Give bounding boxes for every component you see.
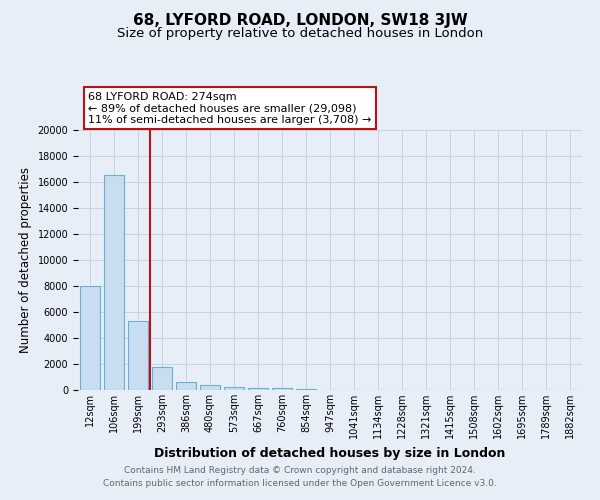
- Text: 68, LYFORD ROAD, LONDON, SW18 3JW: 68, LYFORD ROAD, LONDON, SW18 3JW: [133, 12, 467, 28]
- Bar: [128, 321, 148, 390]
- Bar: [272, 388, 292, 390]
- Text: Size of property relative to detached houses in London: Size of property relative to detached ho…: [117, 28, 483, 40]
- Text: 68 LYFORD ROAD: 274sqm
← 89% of detached houses are smaller (29,098)
11% of semi: 68 LYFORD ROAD: 274sqm ← 89% of detached…: [88, 92, 371, 125]
- Bar: [224, 387, 244, 390]
- Bar: [104, 176, 124, 390]
- Bar: [176, 382, 196, 390]
- Bar: [248, 388, 268, 390]
- Bar: [200, 385, 220, 390]
- Y-axis label: Number of detached properties: Number of detached properties: [19, 167, 32, 353]
- Text: Contains HM Land Registry data © Crown copyright and database right 2024.
Contai: Contains HM Land Registry data © Crown c…: [103, 466, 497, 487]
- X-axis label: Distribution of detached houses by size in London: Distribution of detached houses by size …: [154, 446, 506, 460]
- Bar: [80, 286, 100, 390]
- Bar: [296, 388, 316, 390]
- Bar: [152, 367, 172, 390]
